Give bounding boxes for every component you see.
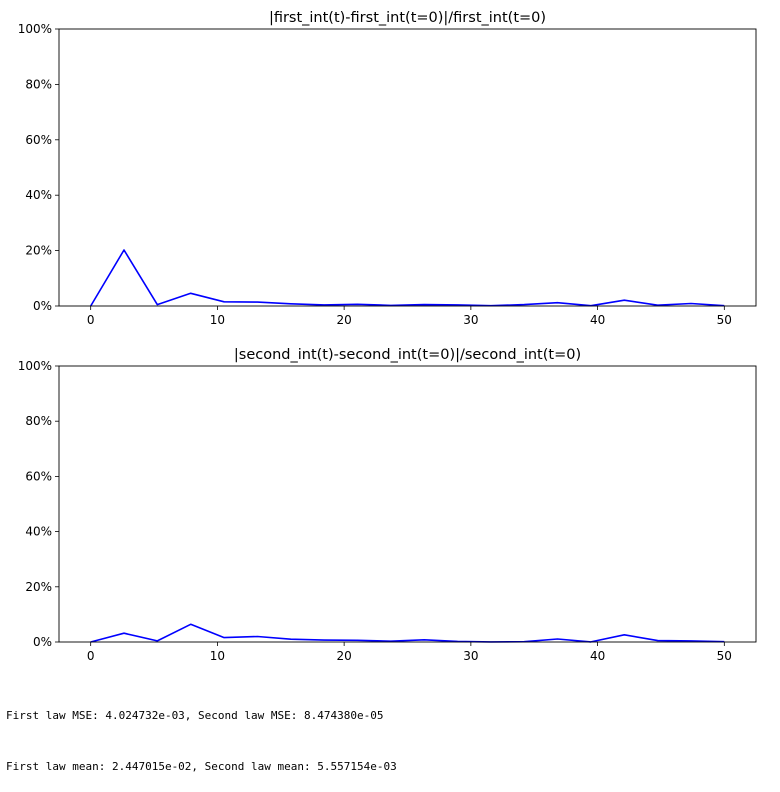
- x-tick-label: 40: [590, 313, 605, 327]
- x-tick-label: 0: [87, 649, 95, 663]
- x-tick-label: 30: [463, 313, 478, 327]
- stats-line-mse: First law MSE: 4.024732e-03, Second law …: [6, 709, 384, 722]
- y-tick-label: 20%: [25, 580, 52, 594]
- x-tick-label: 40: [590, 649, 605, 663]
- y-tick-label: 80%: [25, 414, 52, 428]
- x-tick-label: 30: [463, 649, 478, 663]
- y-tick-label: 0%: [33, 635, 52, 649]
- y-tick-label: 40%: [25, 525, 52, 539]
- x-tick-label: 50: [717, 313, 732, 327]
- chart-title: |first_int(t)-first_int(t=0)|/first_int(…: [269, 10, 546, 26]
- chart-first-law: |first_int(t)-first_int(t=0)|/first_int(…: [18, 10, 757, 327]
- charts-figure: |first_int(t)-first_int(t=0)|/first_int(…: [18, 10, 757, 663]
- y-tick-label: 100%: [18, 359, 52, 373]
- chart-title: |second_int(t)-second_int(t=0)|/second_i…: [234, 347, 581, 363]
- x-tick-label: 20: [336, 649, 351, 663]
- x-tick-label: 20: [336, 313, 351, 327]
- y-tick-label: 20%: [25, 244, 52, 258]
- x-tick-label: 50: [717, 649, 732, 663]
- y-tick-label: 40%: [25, 188, 52, 202]
- y-tick-label: 80%: [25, 77, 52, 91]
- stats-line-mean: First law mean: 2.447015e-02, Second law…: [6, 760, 397, 773]
- series-line: [90, 249, 725, 307]
- y-tick-label: 60%: [25, 133, 52, 147]
- x-tick-label: 10: [210, 313, 225, 327]
- output-stats: First law MSE: 4.024732e-03, Second law …: [6, 673, 397, 792]
- x-tick-label: 10: [210, 649, 225, 663]
- axes-frame: [58, 365, 757, 643]
- chart-second-law: |second_int(t)-second_int(t=0)|/second_i…: [18, 347, 757, 663]
- y-tick-label: 60%: [25, 469, 52, 483]
- y-tick-label: 100%: [18, 22, 52, 36]
- y-tick-label: 0%: [33, 299, 52, 313]
- x-tick-label: 0: [87, 313, 95, 327]
- series-line: [90, 623, 725, 643]
- axes-frame: [58, 28, 757, 307]
